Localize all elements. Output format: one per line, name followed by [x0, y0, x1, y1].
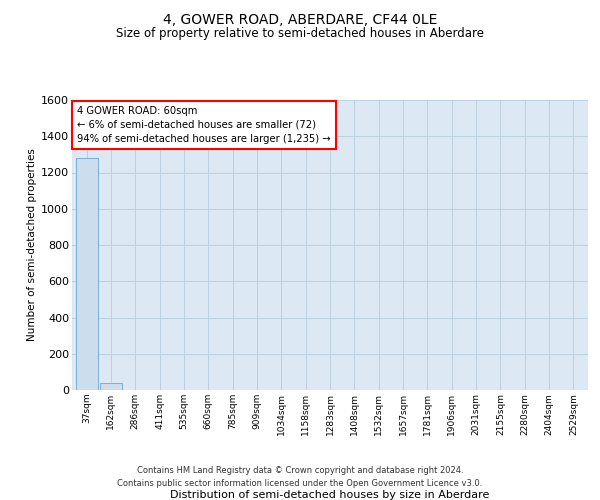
Text: 4 GOWER ROAD: 60sqm
← 6% of semi-detached houses are smaller (72)
94% of semi-de: 4 GOWER ROAD: 60sqm ← 6% of semi-detache…: [77, 106, 331, 144]
Text: Size of property relative to semi-detached houses in Aberdare: Size of property relative to semi-detach…: [116, 28, 484, 40]
Text: 4, GOWER ROAD, ABERDARE, CF44 0LE: 4, GOWER ROAD, ABERDARE, CF44 0LE: [163, 12, 437, 26]
Bar: [100, 383, 122, 390]
Text: Contains HM Land Registry data © Crown copyright and database right 2024.
Contai: Contains HM Land Registry data © Crown c…: [118, 466, 482, 487]
X-axis label: Distribution of semi-detached houses by size in Aberdare: Distribution of semi-detached houses by …: [170, 490, 490, 500]
Y-axis label: Number of semi-detached properties: Number of semi-detached properties: [27, 148, 37, 342]
Bar: [76, 158, 98, 390]
